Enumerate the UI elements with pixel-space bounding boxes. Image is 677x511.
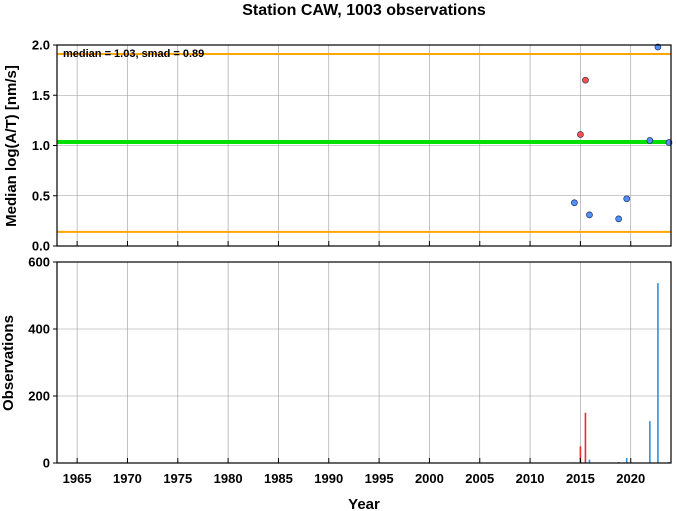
bar: [657, 283, 659, 463]
bottom-y-axis-label: Observations: [0, 315, 17, 411]
x-tick-label: 1965: [63, 471, 92, 486]
x-tick-label: 1975: [163, 471, 192, 486]
x-tick-label: 2010: [516, 471, 545, 486]
data-point: [577, 131, 584, 138]
x-tick-label: 2005: [465, 471, 494, 486]
y-tick-label: 600: [28, 255, 50, 270]
y-tick-label: 0.0: [32, 239, 50, 254]
chart-title: Station CAW, 1003 observations: [242, 2, 486, 19]
data-point: [623, 195, 631, 203]
bottom-panel: 0 200 400 600 Observations: [0, 255, 672, 471]
y-tick-label: 1.5: [32, 88, 50, 103]
x-tick-label: 2015: [566, 471, 595, 486]
x-tick-label: 1990: [314, 471, 343, 486]
x-tick-label: 1995: [365, 471, 394, 486]
y-tick-label: 0.5: [32, 188, 50, 203]
stats-annotation: median = 1.03, smad = 0.89: [63, 48, 204, 60]
data-point: [615, 215, 623, 223]
x-tick-label: 1985: [264, 471, 293, 486]
data-point: [586, 211, 593, 219]
x-tick-label: 2000: [415, 471, 444, 486]
x-tick-label: 2020: [616, 471, 645, 486]
bottom-panel-frame: [56, 261, 672, 464]
y-tick-label: 200: [28, 389, 50, 404]
y-tick-label: 2.0: [32, 38, 50, 53]
data-point: [582, 76, 589, 84]
y-tick-label: 1.0: [32, 138, 50, 153]
bar: [579, 446, 582, 463]
x-tick-label: 1970: [113, 471, 142, 486]
y-tick-label: 0: [43, 456, 50, 471]
top-panel: 0.0 0.5 1.0 1.5 2.0 median = 1.03, smad = 0.…: [3, 38, 673, 254]
data-point: [571, 199, 578, 207]
x-axis-label: Year: [348, 496, 380, 511]
top-y-axis-label: Median log(A/T) [nm/s]: [3, 65, 20, 227]
bar: [649, 421, 651, 463]
bar: [625, 457, 628, 463]
x-tick-label: 1980: [214, 471, 243, 486]
data-point: [646, 137, 654, 144]
bar: [588, 459, 591, 463]
y-tick-label: 400: [28, 322, 50, 337]
bar: [584, 412, 587, 463]
